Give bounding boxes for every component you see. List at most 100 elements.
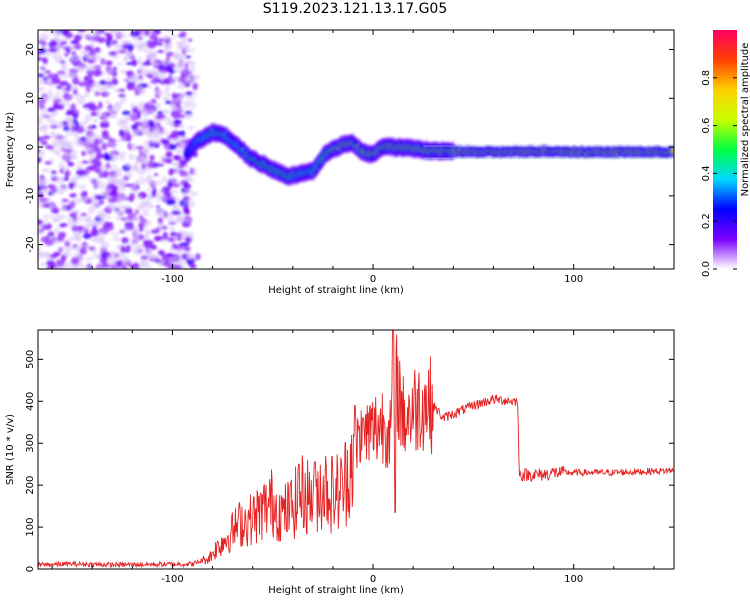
noise-speckle — [112, 236, 122, 242]
noise-speckle — [43, 76, 49, 81]
noise-speckle — [165, 51, 174, 57]
noise-speckle — [61, 100, 70, 106]
noise-speckle — [97, 236, 105, 245]
noise-speckle — [186, 258, 195, 265]
noise-speckle — [170, 177, 176, 184]
noise-speckle — [126, 116, 133, 120]
noise-speckle — [179, 170, 189, 177]
noise-speckle — [111, 114, 118, 119]
noise-speckle — [106, 33, 113, 42]
noise-speckle — [66, 121, 77, 129]
noise-speckle — [132, 262, 140, 269]
noise-speckle — [97, 101, 103, 110]
noise-speckle — [64, 241, 71, 247]
noise-speckle — [111, 39, 118, 44]
noise-speckle — [92, 54, 101, 61]
noise-speckle — [179, 58, 185, 66]
noise-speckle — [180, 265, 187, 269]
noise-speckle — [164, 85, 170, 94]
noise-speckle — [114, 215, 125, 221]
bottom-xtick-label: 0 — [370, 574, 376, 585]
noise-speckle — [49, 125, 59, 129]
noise-speckle — [151, 50, 158, 57]
noise-speckle — [118, 129, 125, 137]
noise-speckle — [55, 259, 65, 267]
noise-speckle — [84, 117, 92, 121]
bottom-ytick-label: 500 — [25, 350, 36, 369]
noise-speckle — [171, 204, 181, 208]
noise-speckle — [101, 142, 107, 151]
noise-speckle — [58, 246, 65, 251]
noise-speckle — [59, 41, 68, 45]
noise-speckle — [148, 55, 155, 62]
noise-speckle — [136, 82, 142, 86]
noise-speckle — [116, 62, 124, 66]
noise-speckle — [114, 31, 121, 39]
noise-speckle — [186, 78, 196, 82]
noise-speckle — [182, 195, 190, 201]
noise-speckle — [158, 261, 164, 267]
noise-speckle — [168, 189, 179, 194]
noise-speckle — [70, 257, 80, 265]
noise-speckle — [109, 152, 118, 157]
noise-speckle — [182, 205, 188, 214]
colorbar-tick-label: 0.6 — [701, 118, 712, 134]
noise-speckle — [155, 227, 160, 234]
noise-speckle — [53, 252, 61, 256]
noise-speckle — [177, 131, 185, 137]
noise-speckle — [137, 56, 143, 64]
bottom-ytick-label: 200 — [25, 476, 36, 495]
noise-speckle — [131, 59, 138, 67]
noise-speckle — [109, 174, 117, 183]
noise-speckle — [146, 41, 157, 49]
noise-speckle — [156, 205, 161, 209]
noise-speckle — [92, 254, 102, 259]
noise-speckle — [123, 249, 131, 253]
noise-speckle — [38, 98, 47, 104]
noise-speckle — [39, 113, 46, 120]
noise-speckle — [60, 154, 70, 162]
noise-speckle — [48, 94, 59, 99]
noise-speckle — [39, 185, 48, 190]
noise-speckle — [124, 225, 135, 231]
noise-speckle — [84, 91, 90, 98]
bottom-ytick-label: 0 — [25, 566, 36, 572]
spectrogram-image — [38, 30, 674, 269]
noise-speckle — [147, 192, 152, 201]
noise-speckle — [152, 70, 158, 79]
noise-speckle — [61, 165, 69, 171]
top-xtick-label: 0 — [370, 274, 376, 285]
noise-speckle — [91, 124, 97, 129]
noise-speckle — [179, 31, 187, 37]
noise-speckle — [94, 30, 101, 38]
noise-speckle — [41, 224, 52, 231]
noise-speckle — [38, 73, 45, 78]
noise-speckle — [123, 51, 132, 57]
noise-speckle — [174, 62, 180, 67]
noise-speckle — [88, 246, 95, 251]
noise-speckle — [184, 62, 189, 70]
noise-speckle — [175, 232, 182, 236]
noise-speckle — [177, 93, 185, 101]
noise-speckle — [117, 210, 126, 216]
noise-speckle — [181, 73, 187, 79]
noise-speckle — [167, 135, 175, 140]
noise-speckle — [110, 188, 119, 197]
noise-speckle — [133, 164, 138, 170]
noise-speckle — [76, 65, 85, 73]
noise-speckle — [38, 119, 41, 123]
noise-speckle — [133, 230, 141, 239]
noise-speckle — [83, 224, 90, 231]
noise-speckle — [149, 109, 156, 114]
noise-speckle — [141, 147, 150, 155]
noise-speckle — [121, 204, 127, 209]
noise-speckle — [156, 79, 162, 83]
noise-speckle — [134, 121, 142, 126]
noise-speckle — [142, 118, 149, 125]
noise-speckle — [156, 122, 161, 127]
noise-speckle — [46, 197, 52, 203]
noise-speckle — [150, 229, 158, 234]
noise-speckle — [73, 43, 83, 50]
noise-speckle — [63, 92, 70, 100]
